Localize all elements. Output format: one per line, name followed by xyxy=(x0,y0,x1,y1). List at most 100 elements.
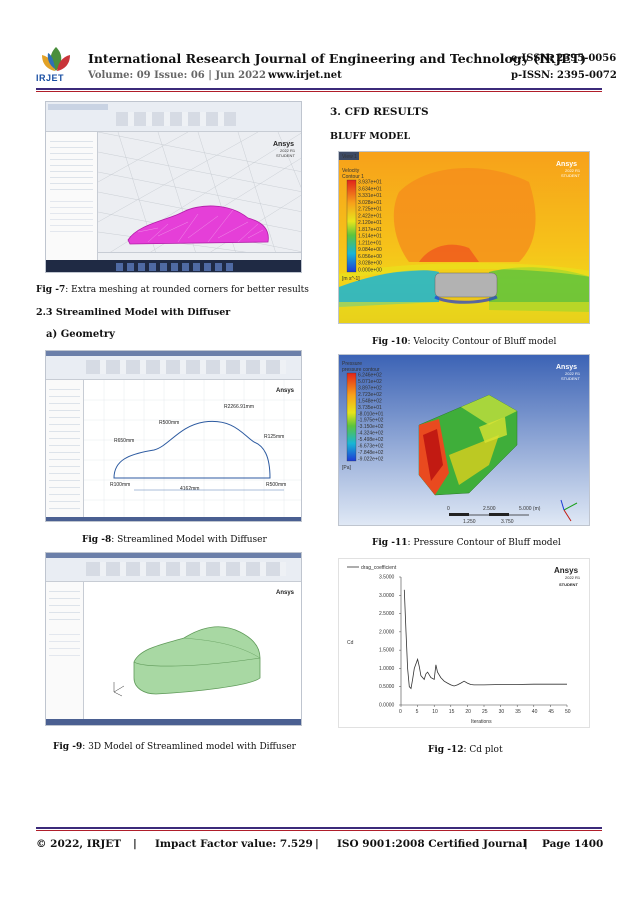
pressure-legend-label-5: 3.735e+01 xyxy=(358,405,382,411)
subsection-geometry: a) Geometry xyxy=(46,329,115,340)
svg-text:STUDENT: STUDENT xyxy=(559,582,578,587)
irjet-logo-icon xyxy=(42,47,70,71)
scale-tick-minor-1: 3.750 xyxy=(501,519,514,525)
pressure-legend-label-4: 1.548e+02 xyxy=(358,398,382,404)
scale-tick-1: 2.500 xyxy=(483,506,496,512)
x-tick-label: 10 xyxy=(432,709,438,715)
velocity-legend-title: Velocity xyxy=(342,168,360,174)
pressure-legend-label-10: -5.498e+02 xyxy=(358,437,384,443)
fig10-velocity-contour: View 1 Velocity Contour 1 3.937e+01 3.634… xyxy=(338,151,590,324)
velocity-legend-label-4: 2.725e+01 xyxy=(358,207,382,213)
website-link[interactable]: www.irjet.net xyxy=(268,70,342,81)
footer-separator: | xyxy=(524,838,528,850)
velocity-legend-label-3: 3.028e+01 xyxy=(358,200,382,206)
ansys-logo: Ansys xyxy=(273,141,294,148)
header-rule-accent xyxy=(36,91,602,92)
y-tick-label: 0.5000 xyxy=(379,684,395,690)
footer-separator: | xyxy=(133,838,137,850)
3d-model-view: Ansys xyxy=(113,590,295,697)
footer-separator: | xyxy=(315,838,319,850)
velocity-legend-label-11: 6.056e+00 xyxy=(358,254,382,260)
velocity-legend-label-8: 1.514e+01 xyxy=(358,234,382,240)
geometry-sketch: R2266.91mm R500mm R650mm R125mm R100mm 4… xyxy=(84,380,301,517)
scale-tick-0: 0 xyxy=(447,506,450,512)
velocity-legend-label-0: 3.937e+01 xyxy=(358,180,382,186)
axis-triad-icon xyxy=(560,499,578,522)
x-tick-label: 0 xyxy=(399,709,402,715)
scale-tick-2: 5.000 (m) xyxy=(519,506,541,512)
pressure-legend-label-3: 2.723e+02 xyxy=(358,392,382,398)
pressure-legend-label-0: 6.246e+02 xyxy=(358,373,382,379)
velocity-legend-label-9: 1.211e+01 xyxy=(358,240,382,246)
dim-4162: 4162mm xyxy=(180,486,199,492)
svg-text:2022 R1: 2022 R1 xyxy=(565,168,581,173)
x-tick-label: 40 xyxy=(532,709,538,715)
pressure-legend-label-9: -4.324e+02 xyxy=(358,431,384,437)
footer-page-number: Page 1400 xyxy=(542,838,604,850)
ansys-logo: Ansys xyxy=(556,161,577,168)
pressure-legend-label-13: -9.022e+02 xyxy=(358,457,384,463)
x-tick-label: 25 xyxy=(482,709,488,715)
journal-title: International Research Journal of Engine… xyxy=(88,51,587,66)
fig7-meshing-screenshot: Ansys 2022 R1 STUDENT xyxy=(45,101,302,273)
svg-text:STUDENT: STUDENT xyxy=(561,173,580,178)
p-issn: p-ISSN: 2395-0072 xyxy=(511,70,617,81)
header-rule xyxy=(36,88,602,90)
ansys-logo: Ansys xyxy=(276,590,295,596)
pressure-contour-plot: Pressure pressure contour 6.246e+025.071… xyxy=(342,361,581,525)
view-tab: View 1 xyxy=(342,154,357,160)
fig11-caption: Fig -11: Pressure Contour of Bluff model xyxy=(372,538,561,548)
dim-r100: R100mm xyxy=(110,482,130,488)
velocity-legend-subtitle: Contour 1 xyxy=(342,174,364,180)
pressure-legend-label-12: -7.848e+02 xyxy=(358,450,384,456)
dim-r650: R650mm xyxy=(114,438,134,444)
chart-legend-entry: drag_coefficient xyxy=(361,565,397,571)
fig8-geometry-screenshot: R2266.91mm R500mm R650mm R125mm R100mm 4… xyxy=(45,350,302,522)
pressure-legend-subtitle: pressure contour xyxy=(342,367,380,373)
velocity-legend-label-1: 3.634e+01 xyxy=(358,186,382,192)
velocity-legend-label-12: 3.028e+00 xyxy=(358,261,382,267)
fig11-pressure-contour: Pressure pressure contour 6.246e+02 5.071… xyxy=(338,354,590,526)
x-tick-label: 50 xyxy=(565,709,571,715)
dim-r2266: R2266.91mm xyxy=(224,404,254,410)
x-tick-label: 5 xyxy=(416,709,419,715)
fig8-caption: Fig -8: Streamlined Model with Diffuser xyxy=(82,535,267,545)
fig12-cd-plot: drag_coefficient Ansys 2022 R1 STUDENT C… xyxy=(338,558,590,728)
section-2-3-heading: 2.3 Streamlined Model with Diffuser xyxy=(36,307,231,318)
series-line-drag_coefficient xyxy=(403,589,567,690)
y-tick-label: 2.0000 xyxy=(379,629,395,635)
y-tick-label: 2.5000 xyxy=(379,611,395,617)
fig10-caption: Fig -10: Velocity Contour of Bluff model xyxy=(372,337,557,347)
mesh-canvas: Ansys 2022 R1 STUDENT xyxy=(97,131,301,261)
cd-line-chart: drag_coefficient Ansys 2022 R1 STUDENT C… xyxy=(347,565,581,725)
pressure-legend-label-7: -1.975e+02 xyxy=(358,418,384,424)
fig9-3d-model-screenshot: Ansys xyxy=(45,552,302,726)
section-3-heading: 3. CFD RESULTS xyxy=(330,106,429,118)
velocity-unit: [m s^-1] xyxy=(342,276,360,282)
svg-text:STUDENT: STUDENT xyxy=(561,376,580,381)
velocity-legend-label-10: 9.084e+00 xyxy=(358,247,382,253)
footer-copyright: © 2022, IRJET xyxy=(36,838,122,850)
logo-text: IRJET xyxy=(36,73,65,83)
pressure-unit: [Pa] xyxy=(342,465,352,471)
bluff-model-heading: BLUFF MODEL xyxy=(330,131,411,142)
dim-r125: R125mm xyxy=(264,434,284,440)
dim-r500-bottom: R500mm xyxy=(266,482,286,488)
velocity-legend-label-7: 1.817e+01 xyxy=(358,227,382,233)
footer-iso: ISO 9001:2008 Certified Journal xyxy=(337,838,527,850)
fig7-caption: Fig -7: Extra meshing at rounded corners… xyxy=(36,285,309,295)
pressure-legend-label-2: 3.897e+02 xyxy=(358,385,382,391)
svg-text:2022 R1: 2022 R1 xyxy=(565,575,581,580)
x-tick-label: 30 xyxy=(499,709,505,715)
pressure-legend-label-11: -6.673e+02 xyxy=(358,444,384,450)
svg-text:STUDENT: STUDENT xyxy=(276,153,295,158)
x-tick-label: 45 xyxy=(548,709,554,715)
chart-xlabel: Iterations xyxy=(471,719,492,725)
pressure-legend-label-8: -3.150e+02 xyxy=(358,424,384,430)
ansys-logo: Ansys xyxy=(556,364,577,371)
y-tick-label: 3.0000 xyxy=(379,593,395,599)
fig12-caption: Fig -12: Cd plot xyxy=(428,745,503,755)
footer-impact-factor: Impact Factor value: 7.529 xyxy=(155,838,313,850)
dim-r500-top: R500mm xyxy=(159,420,179,426)
chart-ylabel: Cd xyxy=(347,640,354,646)
